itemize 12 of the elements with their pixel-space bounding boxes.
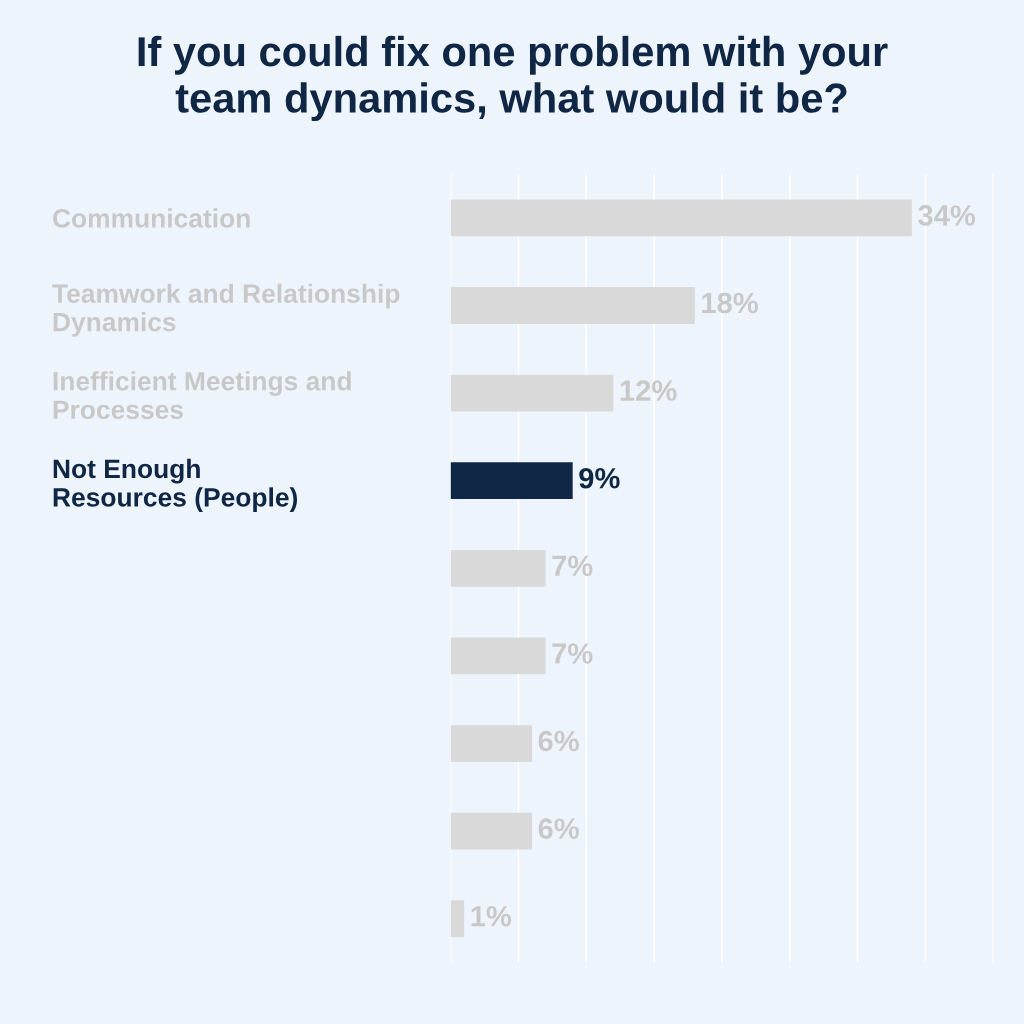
chart-title: If you could fix one problem with your team dynamics, what would it be? <box>138 35 888 122</box>
bar <box>450 374 614 412</box>
bar <box>450 549 546 587</box>
y-tick-label: Not Enough Resources (People) <box>53 458 298 512</box>
bar <box>450 199 912 237</box>
bar <box>450 637 546 675</box>
bar <box>450 900 465 938</box>
bar <box>450 725 532 762</box>
bar <box>450 287 695 324</box>
data-label: 9% <box>579 467 620 489</box>
bar <box>450 462 573 500</box>
bar <box>450 812 532 850</box>
